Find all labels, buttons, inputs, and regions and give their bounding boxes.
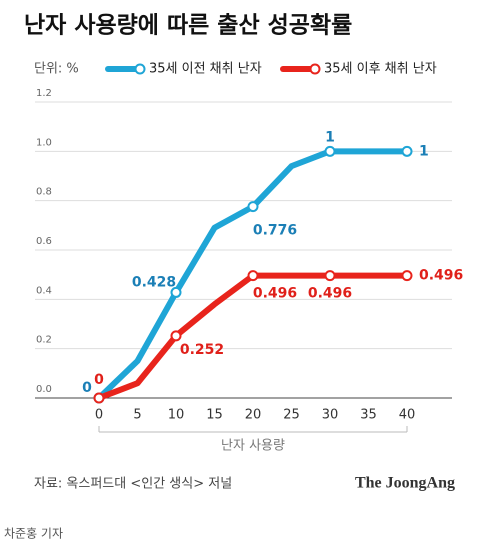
x-axis-label: 난자 사용량 xyxy=(221,439,285,454)
legend-label: 35세 이전 채취 난자 xyxy=(149,62,262,77)
chart-title: 난자 사용량에 따른 출산 성공확률 xyxy=(24,13,352,39)
data-label: 0.496 xyxy=(253,286,297,302)
point-marker xyxy=(324,145,336,157)
y-tick-label: 1.2 xyxy=(36,88,52,99)
x-tick-label: 20 xyxy=(245,408,262,423)
data-label: 0.496 xyxy=(419,268,463,284)
unit-label: 단위: % xyxy=(34,62,79,77)
logo: The JoongAng xyxy=(355,475,455,492)
data-label: 1 xyxy=(325,129,335,145)
x-tick-label: 15 xyxy=(206,408,223,423)
point-marker xyxy=(324,270,336,282)
data-label: 1 xyxy=(419,143,429,159)
x-tick-label: 5 xyxy=(133,408,141,423)
data-label: 0.428 xyxy=(132,274,176,290)
x-tick-label: 30 xyxy=(322,408,339,423)
x-tick-label: 35 xyxy=(360,408,377,423)
legend-marker xyxy=(134,63,146,75)
x-tick-label: 40 xyxy=(399,408,416,423)
point-marker xyxy=(401,270,413,282)
y-tick-label: 1.0 xyxy=(36,137,52,148)
x-tick-label: 25 xyxy=(283,408,300,423)
y-tick-label: 0.2 xyxy=(36,335,52,346)
point-marker xyxy=(247,270,259,282)
y-tick-label: 0.8 xyxy=(36,187,52,198)
y-tick-label: 0.6 xyxy=(36,236,52,247)
data-label: 0 xyxy=(94,372,104,388)
point-marker xyxy=(401,145,413,157)
y-tick-label: 0.0 xyxy=(36,384,52,395)
data-label: 0.776 xyxy=(253,223,297,239)
point-marker xyxy=(170,286,182,298)
x-tick-label: 10 xyxy=(168,408,185,423)
data-label: 0.252 xyxy=(180,342,224,358)
legend-marker xyxy=(309,63,321,75)
data-label: 0.496 xyxy=(308,286,352,302)
point-marker xyxy=(247,201,259,213)
x-tick-label: 0 xyxy=(95,408,103,423)
data-label: 0 xyxy=(82,380,92,396)
y-tick-label: 0.4 xyxy=(36,285,52,296)
legend-label: 35세 이후 채취 난자 xyxy=(324,62,437,77)
x-label-bg xyxy=(212,436,294,456)
credit: 차준홍 기자 xyxy=(4,527,63,541)
point-marker xyxy=(170,330,182,342)
source: 자료: 옥스퍼드대 <인간 생식> 저널 xyxy=(34,477,232,492)
point-marker xyxy=(93,392,105,404)
